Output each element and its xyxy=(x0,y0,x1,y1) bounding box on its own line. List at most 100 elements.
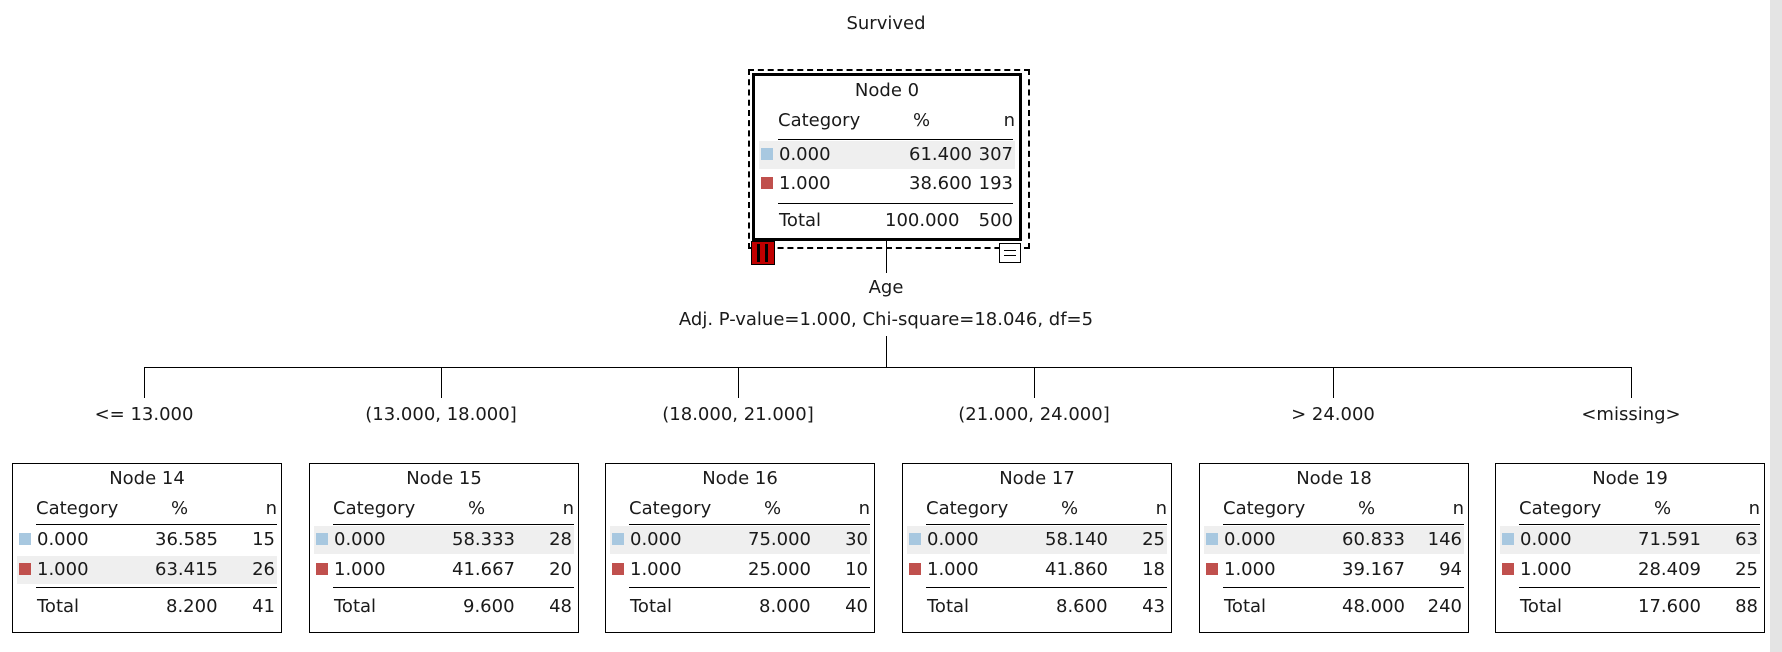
total-n: 240 xyxy=(1427,596,1462,617)
header-rule xyxy=(36,524,277,525)
row-n: 25 xyxy=(1142,529,1165,550)
total-rule xyxy=(629,587,870,588)
row-n: 25 xyxy=(1735,559,1758,580)
header-n: n xyxy=(265,498,277,519)
category-0-swatch-icon xyxy=(909,533,921,545)
category-row: 0.000 60.833 146 xyxy=(1204,526,1464,554)
total-percent: 48.000 xyxy=(1342,596,1405,617)
node-header: Category% n xyxy=(1200,494,1468,524)
table-icon[interactable] xyxy=(999,243,1021,263)
total-row: Total 9.600 48 xyxy=(314,592,574,622)
total-n: 40 xyxy=(845,596,868,617)
node-title: Node 0 xyxy=(854,80,920,101)
connector xyxy=(1631,367,1632,398)
row-percent: 38.600 xyxy=(909,173,972,194)
total-percent: 17.600 xyxy=(1638,596,1701,617)
category-row: 1.000 39.167 94 xyxy=(1204,556,1464,584)
total-rule xyxy=(333,587,574,588)
total-percent: 9.600 xyxy=(463,596,515,617)
header-rule xyxy=(1223,524,1464,525)
row-category: 1.000 xyxy=(630,559,682,580)
row-category: 0.000 xyxy=(1520,529,1572,550)
node-title: Node 15 xyxy=(406,468,482,489)
category-1-swatch-icon xyxy=(19,563,31,575)
row-category: 1.000 xyxy=(1520,559,1572,580)
category-row: 1.000 38.600 193 xyxy=(759,170,1015,198)
total-label: Total xyxy=(779,210,822,231)
row-percent: 36.585 xyxy=(155,529,218,550)
row-percent: 58.333 xyxy=(452,529,515,550)
header-n: n xyxy=(1003,110,1015,131)
connector xyxy=(738,367,739,398)
row-n: 28 xyxy=(549,529,572,550)
category-row: 1.000 25.000 10 xyxy=(610,556,870,584)
category-1-swatch-icon xyxy=(761,177,773,189)
total-row: Total 8.200 41 xyxy=(17,592,277,622)
row-percent: 58.140 xyxy=(1045,529,1108,550)
total-rule xyxy=(778,203,1013,204)
total-percent: 8.600 xyxy=(1056,596,1108,617)
row-percent: 25.000 xyxy=(748,559,811,580)
total-row: Total 48.000 240 xyxy=(1204,592,1464,622)
header-n: n xyxy=(1748,498,1760,519)
row-n: 307 xyxy=(978,144,1013,165)
node-14[interactable]: Node 14 Category% n 0.000 36.585 15 1.000 63.41… xyxy=(12,463,282,633)
category-row: 0.000 71.591 63 xyxy=(1500,526,1760,554)
total-n: 88 xyxy=(1735,596,1758,617)
total-label: Total xyxy=(1520,596,1563,617)
header-n: n xyxy=(562,498,574,519)
total-rule xyxy=(926,587,1167,588)
total-rule xyxy=(36,587,277,588)
row-category: 0.000 xyxy=(1224,529,1276,550)
connector xyxy=(144,367,145,398)
header-percent: % xyxy=(468,498,486,519)
total-n: 43 xyxy=(1142,596,1165,617)
total-n: 500 xyxy=(978,210,1013,231)
row-percent: 63.415 xyxy=(155,559,218,580)
node-0[interactable]: Node 0 Category % n 0.000 61.400 307 1.0… xyxy=(752,73,1022,241)
split-stats: Adj. P-value=1.000, Chi-square=18.046, d… xyxy=(678,309,1094,330)
header-rule xyxy=(629,524,870,525)
row-n: 10 xyxy=(845,559,868,580)
row-percent: 28.409 xyxy=(1638,559,1701,580)
row-category: 0.000 xyxy=(334,529,386,550)
node-17[interactable]: Node 17 Category% n 0.000 58.140 25 1.000 41.86… xyxy=(902,463,1172,633)
node-header: Category% n xyxy=(606,494,874,524)
total-percent: 100.000 xyxy=(885,210,960,231)
branch-label: > 24.000 xyxy=(1291,404,1375,425)
header-category: Category xyxy=(778,110,861,131)
node-19[interactable]: Node 19 Category% n 0.000 71.591 63 1.000 28.40… xyxy=(1495,463,1765,633)
node-title: Node 18 xyxy=(1296,468,1372,489)
total-label: Total xyxy=(37,596,80,617)
row-category: 0.000 xyxy=(630,529,682,550)
split-variable: Age xyxy=(868,277,904,298)
category-row: 1.000 41.667 20 xyxy=(314,556,574,584)
row-percent: 39.167 xyxy=(1342,559,1405,580)
branch-label: <= 13.000 xyxy=(94,404,194,425)
header-category: Category xyxy=(926,498,1009,519)
header-percent: % xyxy=(1358,498,1376,519)
category-0-swatch-icon xyxy=(1206,533,1218,545)
category-0-swatch-icon xyxy=(612,533,624,545)
node-title: Node 16 xyxy=(702,468,778,489)
row-percent: 41.860 xyxy=(1045,559,1108,580)
header-percent: % xyxy=(1061,498,1079,519)
category-row: 0.000 58.333 28 xyxy=(314,526,574,554)
node-16[interactable]: Node 16 Category% n 0.000 75.000 30 1.000 25.00… xyxy=(605,463,875,633)
row-category: 1.000 xyxy=(37,559,89,580)
node-15[interactable]: Node 15 Category% n 0.000 58.333 28 1.000 41.66… xyxy=(309,463,579,633)
total-rule xyxy=(1223,587,1464,588)
branch-label: <missing> xyxy=(1581,404,1681,425)
connector xyxy=(1034,367,1035,398)
header-category: Category xyxy=(333,498,416,519)
bar-chart-icon[interactable] xyxy=(751,241,775,265)
category-1-swatch-icon xyxy=(612,563,624,575)
row-n: 18 xyxy=(1142,559,1165,580)
category-1-swatch-icon xyxy=(1206,563,1218,575)
row-category: 0.000 xyxy=(927,529,979,550)
category-row: 0.000 36.585 15 xyxy=(17,526,277,554)
node-18[interactable]: Node 18 Category% n 0.000 60.833 146 1.000 39.1… xyxy=(1199,463,1469,633)
header-n: n xyxy=(1155,498,1167,519)
header-rule xyxy=(333,524,574,525)
row-category: 0.000 xyxy=(779,144,831,165)
